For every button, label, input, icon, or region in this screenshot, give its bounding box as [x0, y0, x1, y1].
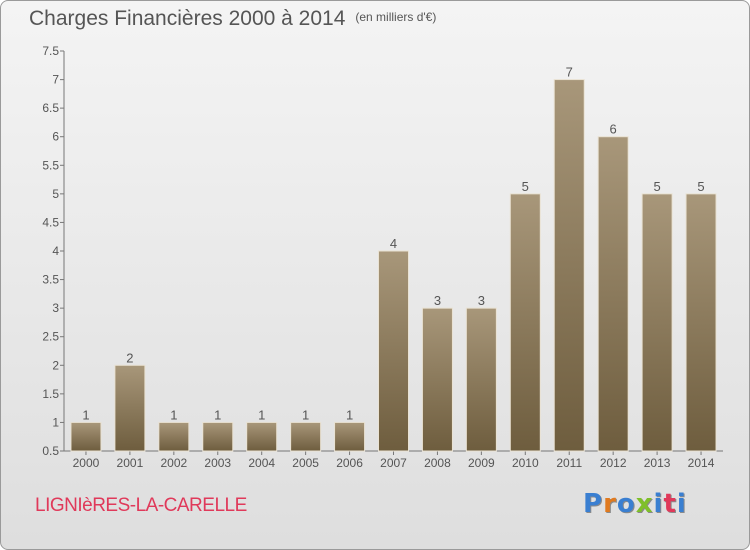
bar-2012	[597, 136, 629, 452]
y-tick-label: 7.5	[42, 44, 59, 58]
x-tick-label: 2005	[292, 456, 319, 470]
data-label: 6	[610, 122, 617, 137]
commune-name: LIGNIèRES-LA-CARELLE	[35, 495, 247, 516]
chart-title: Charges Financières 2000 à 2014	[29, 7, 346, 30]
y-tick-label: 0.5	[42, 444, 59, 458]
bar-2013	[641, 193, 673, 452]
x-tick-label: 2012	[600, 456, 627, 470]
logo-letter: x	[635, 489, 654, 519]
y-tick-label: 2.5	[42, 330, 59, 344]
x-tick-label: 2011	[556, 456, 582, 470]
bar-2014	[685, 193, 717, 452]
x-tick-label: 2014	[688, 456, 715, 470]
bars	[70, 79, 717, 452]
bar-2009	[465, 307, 497, 452]
y-tick-label: 6.5	[42, 101, 59, 115]
data-label: 1	[346, 407, 353, 422]
x-tick-label: 2008	[424, 456, 451, 470]
x-tick-label: 2001	[117, 456, 144, 470]
data-label: 5	[653, 179, 660, 194]
x-tick-label: 2004	[248, 456, 275, 470]
bar-2005	[290, 421, 322, 452]
bar-2007	[378, 250, 409, 452]
y-tick-label: 3.5	[42, 273, 59, 287]
logo-letter: r	[603, 489, 617, 519]
data-label: 1	[214, 407, 221, 422]
x-tick-label: 2007	[380, 456, 407, 470]
data-label: 4	[390, 236, 397, 251]
x-tick-label: 2006	[336, 456, 363, 470]
y-tick-label: 1.5	[42, 387, 59, 401]
bar-2002	[158, 421, 190, 452]
y-tick-label: 1	[52, 415, 59, 429]
bar-2004	[246, 421, 278, 452]
data-label: 1	[258, 407, 265, 422]
y-tick-label: 4	[52, 244, 59, 258]
bar-2000	[70, 421, 102, 452]
y-tick-label: 3	[52, 301, 59, 315]
data-label: 3	[478, 293, 485, 308]
data-labels: 1 2 1 1 1 1 1 4 3 3 5 7 6 5 5	[82, 65, 704, 423]
y-tick-label: 4.5	[42, 215, 59, 229]
y-tick-label: 5	[52, 187, 59, 201]
y-tick-label: 2	[52, 358, 59, 372]
data-label: 5	[522, 179, 529, 194]
bar-2010	[509, 193, 541, 452]
data-label: 1	[170, 407, 177, 422]
bar-2006	[334, 421, 366, 452]
logo-letter: i	[676, 489, 687, 519]
x-tick-label: 2002	[160, 456, 187, 470]
logo-letter: i	[653, 489, 664, 519]
bar-2008	[421, 307, 453, 452]
bar-2011	[553, 79, 585, 452]
logo-letter: o	[616, 489, 636, 519]
y-tick-label: 5.5	[42, 158, 59, 172]
chart-title-block: Charges Financières 2000 à 2014 (en milli…	[29, 7, 436, 31]
data-label: 1	[82, 407, 89, 422]
data-label: 7	[566, 65, 573, 80]
x-tick-label: 2000	[73, 456, 100, 470]
x-tick-label: 2009	[468, 456, 495, 470]
proxiti-logo[interactable]: Proxiti	[583, 489, 687, 519]
logo-letter: t	[663, 489, 677, 519]
x-tick-label: 2003	[204, 456, 231, 470]
bar-2003	[202, 421, 234, 452]
data-label: 2	[126, 350, 133, 365]
data-label: 5	[697, 179, 704, 194]
data-label: 3	[434, 293, 441, 308]
bar-2001	[114, 364, 146, 452]
y-tick-label: 7	[52, 73, 59, 87]
x-tick-label: 2013	[644, 456, 671, 470]
x-tick-label: 2010	[512, 456, 539, 470]
logo-letter: P	[583, 489, 604, 519]
data-label: 1	[302, 407, 309, 422]
y-tick-label: 6	[52, 130, 59, 144]
chart-subtitle: (en milliers d'€)	[355, 10, 437, 24]
